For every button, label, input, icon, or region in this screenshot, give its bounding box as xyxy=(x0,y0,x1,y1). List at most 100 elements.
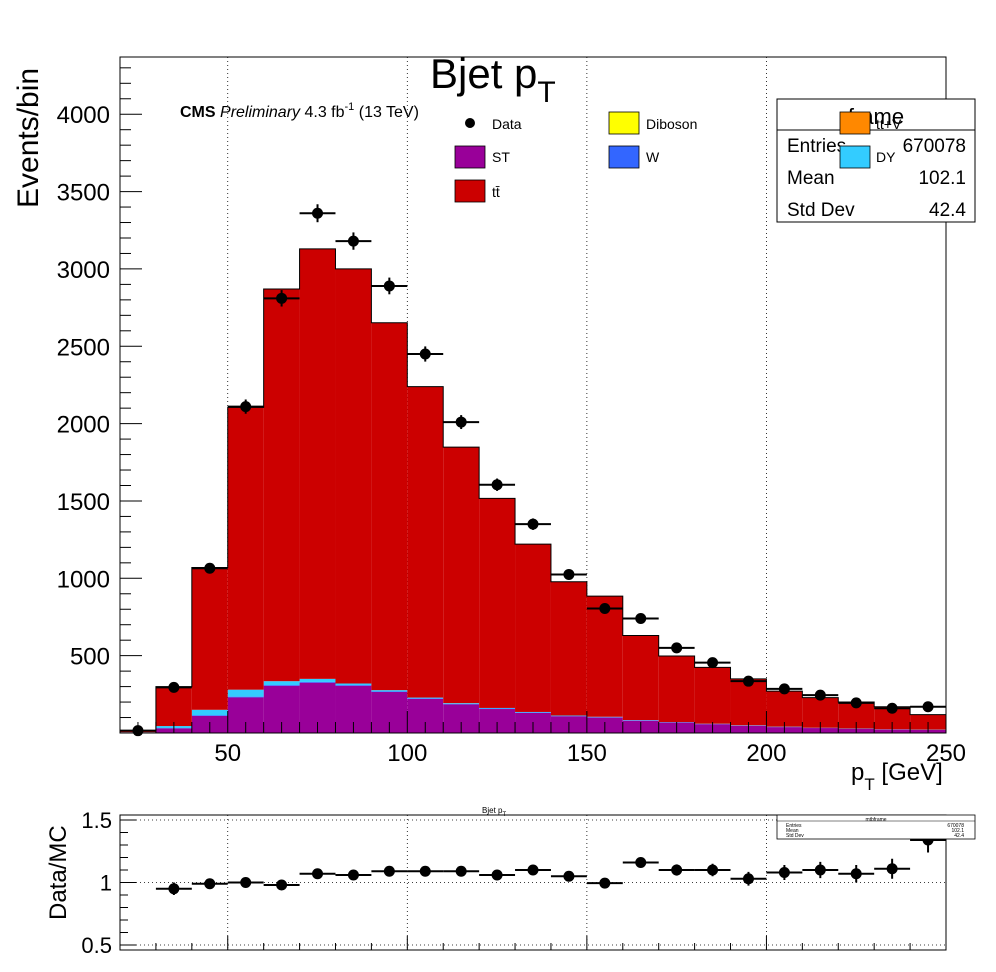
x-tick-label-4: 250 xyxy=(926,740,966,767)
ratio-point-8 xyxy=(455,865,467,877)
ratio-point-3 xyxy=(276,879,288,891)
y-axis-title: Events/bin xyxy=(12,68,45,208)
legend-ttbar-label: tt̄ xyxy=(492,184,500,200)
x-tick-label-0: 50 xyxy=(214,740,241,767)
data-point-8 xyxy=(419,348,431,360)
bar-dy-7 xyxy=(371,690,408,692)
legend-w-label: W xyxy=(646,149,660,165)
stats-box: frame Entries 670078 Mean 102.1 Std Dev … xyxy=(776,98,976,223)
ratio-stats-title: mtbframe xyxy=(865,817,886,823)
bar-w-6 xyxy=(335,685,372,686)
legend-w-swatch xyxy=(608,145,640,169)
legend-data-label: Data xyxy=(492,116,522,132)
ratio-point-0 xyxy=(168,883,180,895)
bar-dy-8 xyxy=(407,697,444,699)
bar-tt-13 xyxy=(586,596,623,717)
bar-dy-5 xyxy=(299,678,336,682)
ratio-point-9 xyxy=(491,869,503,881)
ratio-title: Bjet pT xyxy=(482,806,506,818)
ratio-y-tick-label-1: 1 xyxy=(100,871,112,896)
bar-w-3 xyxy=(227,696,264,698)
bar-tt-3 xyxy=(227,407,264,690)
ratio-point-12 xyxy=(599,877,611,889)
bar-w-5 xyxy=(299,681,336,683)
data-point-19 xyxy=(814,689,826,701)
ratio-stats-mean-label: Mean xyxy=(786,828,799,834)
data-point-9 xyxy=(455,416,467,428)
ratio-stats-entries-value: 670078 xyxy=(947,823,964,829)
bar-tt-11 xyxy=(515,544,551,712)
bar-tt-7 xyxy=(371,322,408,691)
data-point-13 xyxy=(599,602,611,614)
bar-dy-10 xyxy=(479,707,516,709)
legend-ttv-label: tt+V xyxy=(876,116,902,132)
bar-tt-4 xyxy=(263,289,300,682)
ratio-y-tick-label-2: 1.5 xyxy=(81,808,112,833)
data-point-16 xyxy=(707,657,719,669)
data-point-14 xyxy=(635,613,647,625)
ratio-stats-mean-value: 102.1 xyxy=(951,828,964,834)
ratio-point-16 xyxy=(742,873,754,885)
y-tick-label-5: 3000 xyxy=(57,257,110,284)
ratio-stats-entries-label: Entries xyxy=(786,823,802,829)
bar-w-7 xyxy=(371,691,408,693)
ratio-point-14 xyxy=(671,864,683,876)
x-tick-label-3: 200 xyxy=(746,740,786,767)
y-tick-label-3: 2000 xyxy=(57,412,110,439)
bar-dy-6 xyxy=(335,683,372,686)
ratio-y-tick-label-0: 0.5 xyxy=(81,933,112,958)
data-point-2 xyxy=(204,562,216,574)
bar-tt-1 xyxy=(155,686,192,727)
legend-ttv-swatch xyxy=(839,111,871,135)
bar-tt-2 xyxy=(191,567,228,710)
data-point-21 xyxy=(886,702,898,714)
legend-data-marker xyxy=(465,118,475,128)
bar-tt-16 xyxy=(694,667,731,724)
bar-tt-18 xyxy=(766,691,803,727)
x-axis-title: pT [GeV] xyxy=(851,759,943,794)
data-point-7 xyxy=(383,280,395,292)
bar-tt-15 xyxy=(658,655,695,723)
x-tick-label-2: 150 xyxy=(567,740,607,767)
data-point-20 xyxy=(850,697,862,709)
data-point-22 xyxy=(922,701,934,713)
bar-dy-4 xyxy=(263,681,300,686)
data-point-1 xyxy=(168,681,180,693)
ratio-point-20 xyxy=(886,863,898,875)
stats-mean-label: Mean xyxy=(787,168,835,189)
data-point-18 xyxy=(778,683,790,695)
legend-dy-label: DY xyxy=(876,149,896,165)
data-point-6 xyxy=(347,235,359,247)
data-point-17 xyxy=(742,675,754,687)
legend-diboson-swatch xyxy=(608,111,640,135)
legend-dy-swatch xyxy=(839,145,871,169)
bar-tt-9 xyxy=(443,447,480,704)
ratio-point-19 xyxy=(850,868,862,880)
bar-tt-21 xyxy=(874,706,911,730)
ratio-point-11 xyxy=(563,870,575,882)
bar-tt-10 xyxy=(479,498,516,708)
ratio-point-17 xyxy=(778,867,790,878)
bar-tt-5 xyxy=(299,248,336,679)
ratio-point-15 xyxy=(707,864,719,876)
bar-tt-6 xyxy=(335,268,372,684)
bar-tt-12 xyxy=(550,581,587,716)
ratio-stats-box: mtbframe Entries 670078 Mean 102.1 Std D… xyxy=(776,814,976,840)
y-tick-label-2: 1500 xyxy=(57,489,110,516)
legend-st-swatch xyxy=(454,145,486,169)
ratio-point-10 xyxy=(527,864,539,876)
ratio-point-4 xyxy=(312,868,324,880)
stats-stddev-label: Std Dev xyxy=(787,200,855,221)
stats-mean-value: 102.1 xyxy=(918,168,966,189)
bar-dy-3 xyxy=(227,689,264,697)
ratio-y-axis-title: Data/MC xyxy=(45,825,72,920)
legend-diboson-label: Diboson xyxy=(646,116,697,132)
bar-dy-2 xyxy=(191,709,228,716)
stats-entries-label: Entries xyxy=(787,136,846,157)
legend: Data Diboson ST W tt̄ tt+V DY xyxy=(454,111,902,203)
bar-w-8 xyxy=(407,698,444,699)
bar-w-2 xyxy=(191,715,228,716)
ratio-stats-stddev-label: Std Dev xyxy=(786,833,804,839)
ratio-point-13 xyxy=(635,857,647,868)
